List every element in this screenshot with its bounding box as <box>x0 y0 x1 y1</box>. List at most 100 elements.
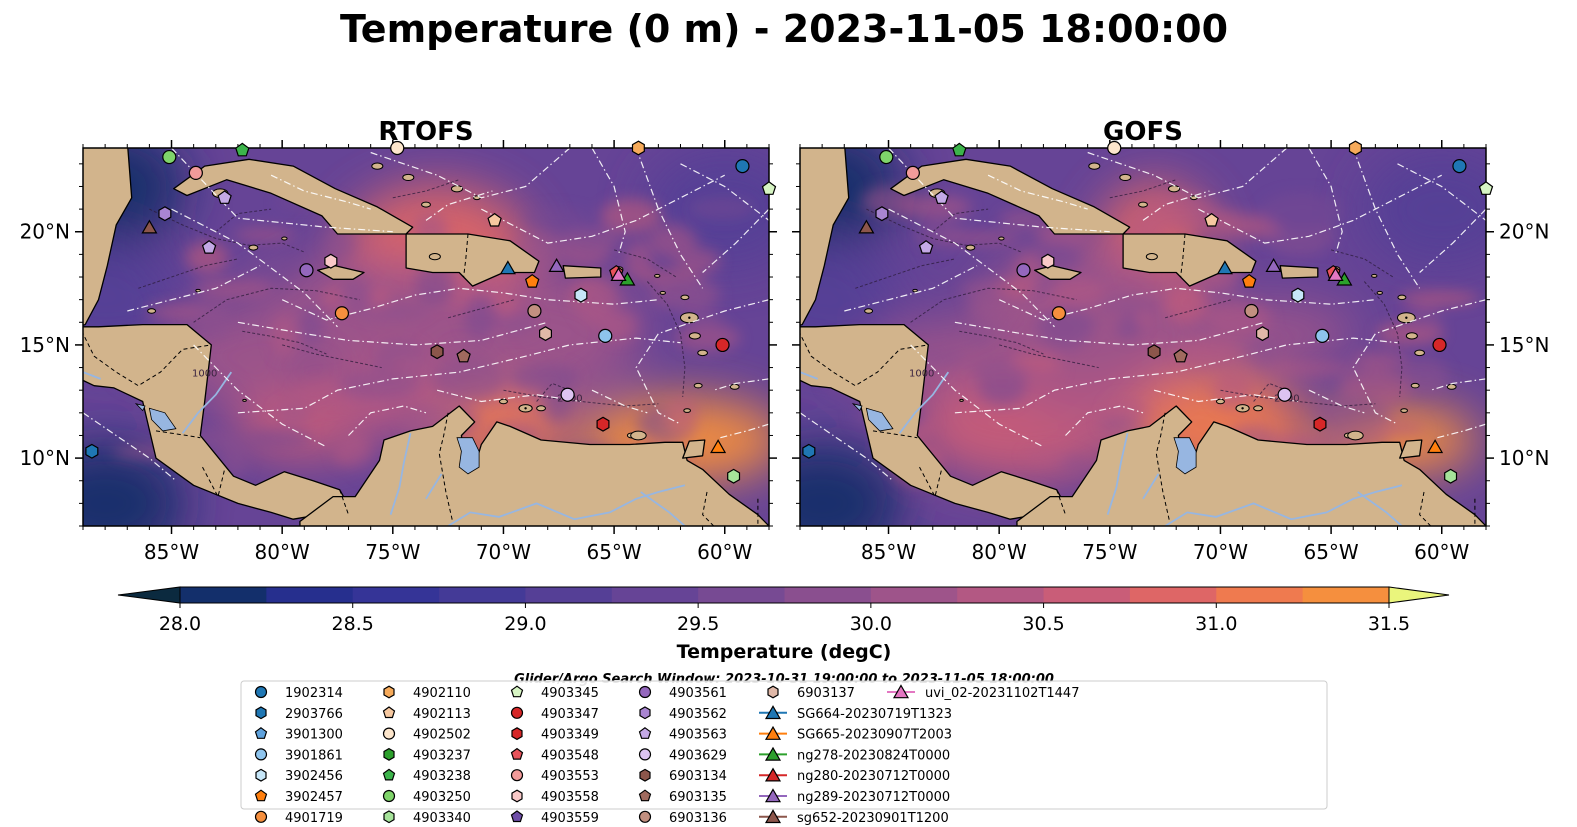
eddy <box>687 197 756 220</box>
land-southam <box>299 405 769 526</box>
bathymetry-contour <box>999 344 1099 369</box>
legend-marker <box>383 747 395 761</box>
legend-frame <box>240 680 1328 810</box>
eddy <box>665 397 698 434</box>
island <box>654 273 661 278</box>
country-border <box>702 491 715 526</box>
river <box>1164 484 1403 526</box>
marker-uvi_02-20231102T1447 <box>610 267 627 281</box>
country-border <box>800 332 929 387</box>
marker-4903561 <box>299 263 314 278</box>
bathymetry-contour <box>1109 179 1177 199</box>
legend-item: 3901861 <box>254 748 343 763</box>
colorbar-tick-label: 30.0 <box>850 613 892 635</box>
marker-4903349 <box>596 416 610 432</box>
river <box>640 491 686 526</box>
marker-SG664-20230719T1323 <box>499 260 516 275</box>
legend-label: 4903562 <box>669 707 727 722</box>
eddy <box>964 330 994 346</box>
eddy <box>274 401 313 426</box>
island-dot <box>688 316 691 319</box>
axes-gofs: 85°W 80°W 75°W 70°W 65°W 60°W 10°N 15°N 20°N <box>792 140 1549 564</box>
eez-boundary <box>888 208 1055 328</box>
marker-SG664-20230719T1323 <box>1216 260 1233 275</box>
y-tick-label: 20°N <box>1499 220 1549 244</box>
legend-label: 6903135 <box>669 790 727 805</box>
marker-3902457 <box>524 273 540 288</box>
marker-6903135 <box>1173 348 1188 363</box>
marker-6903136 <box>1244 303 1259 319</box>
island <box>1215 398 1225 405</box>
colorbar-bin <box>957 587 1045 603</box>
eez-boundary <box>1308 148 1343 255</box>
eddy <box>1179 337 1240 368</box>
eez-boundary <box>237 321 548 346</box>
lake-maracaibo <box>456 437 480 475</box>
eez-boundary <box>591 148 626 255</box>
lake-nicaragua <box>865 407 894 432</box>
legend-item: 4903559 <box>510 810 599 826</box>
eez-boundary <box>800 412 894 482</box>
legend-marker <box>511 789 523 803</box>
eddy <box>1105 397 1148 422</box>
island <box>1410 382 1420 389</box>
marker-4903563 <box>217 190 232 204</box>
eddy <box>431 357 507 401</box>
eez-boundary <box>1153 389 1298 403</box>
island <box>659 290 666 295</box>
land-trinidad <box>682 439 706 459</box>
bathymetry-contour <box>613 249 677 278</box>
legend-label: ng278-20230824T0000 <box>797 748 950 763</box>
marker-4903250 <box>162 149 177 165</box>
axes-rtofs: 85°W 80°W 75°W 70°W 65°W 60°W 10°N 15°N 20°N <box>20 140 777 564</box>
eez-boundary <box>370 148 571 199</box>
eez-boundary <box>171 208 338 328</box>
legend-marker <box>510 706 524 719</box>
legend-marker <box>510 685 524 698</box>
river <box>181 371 233 434</box>
country-border <box>872 430 918 439</box>
legend-item: 4902113 <box>382 706 471 722</box>
bathymetry-contour <box>215 208 272 233</box>
marker-4903349 <box>1313 416 1327 432</box>
bathymetry-contour <box>1330 249 1394 278</box>
bathymetry-contour <box>503 389 659 407</box>
x-tick-label: 60°W <box>1414 540 1469 564</box>
eddy <box>1100 298 1162 315</box>
island <box>1119 173 1132 182</box>
legend-marker <box>892 684 910 699</box>
legend-label: 4903250 <box>413 790 471 805</box>
island <box>498 398 508 405</box>
marker-4901719 <box>334 306 350 321</box>
marker-4902502 <box>390 140 405 156</box>
colorbar-tick-label: 28.0 <box>159 613 201 635</box>
legend-marker <box>254 789 268 802</box>
island <box>998 236 1005 241</box>
colorbar-tick-label: 29.0 <box>504 613 546 635</box>
bathymetry-contour <box>1220 389 1376 407</box>
island-dot <box>524 407 527 410</box>
legend-label: 4903349 <box>541 728 599 743</box>
island <box>1371 273 1378 278</box>
marker-4903562 <box>158 206 172 222</box>
legend-marker <box>254 810 268 823</box>
eez-boundary <box>481 174 725 244</box>
bathymetry-contour <box>447 299 515 319</box>
legend-marker <box>383 810 395 824</box>
eez-boundary <box>954 337 1398 414</box>
island <box>697 349 708 357</box>
eddy <box>1098 417 1141 430</box>
island <box>1167 185 1181 193</box>
legend-item: 3902456 <box>255 768 343 784</box>
legend-item: 4903347 <box>510 706 599 722</box>
legend-marker <box>382 789 396 803</box>
marker-uvi_02-20231102T1447 <box>1327 267 1344 281</box>
eddy <box>1247 333 1282 367</box>
observations-gofs <box>802 140 1494 484</box>
eddy <box>234 227 295 242</box>
island-dot <box>1405 316 1408 319</box>
legend-label: 4903238 <box>413 769 471 784</box>
land-bahamasA <box>1032 119 1061 142</box>
eddy <box>1053 276 1096 306</box>
country-border <box>202 466 226 499</box>
